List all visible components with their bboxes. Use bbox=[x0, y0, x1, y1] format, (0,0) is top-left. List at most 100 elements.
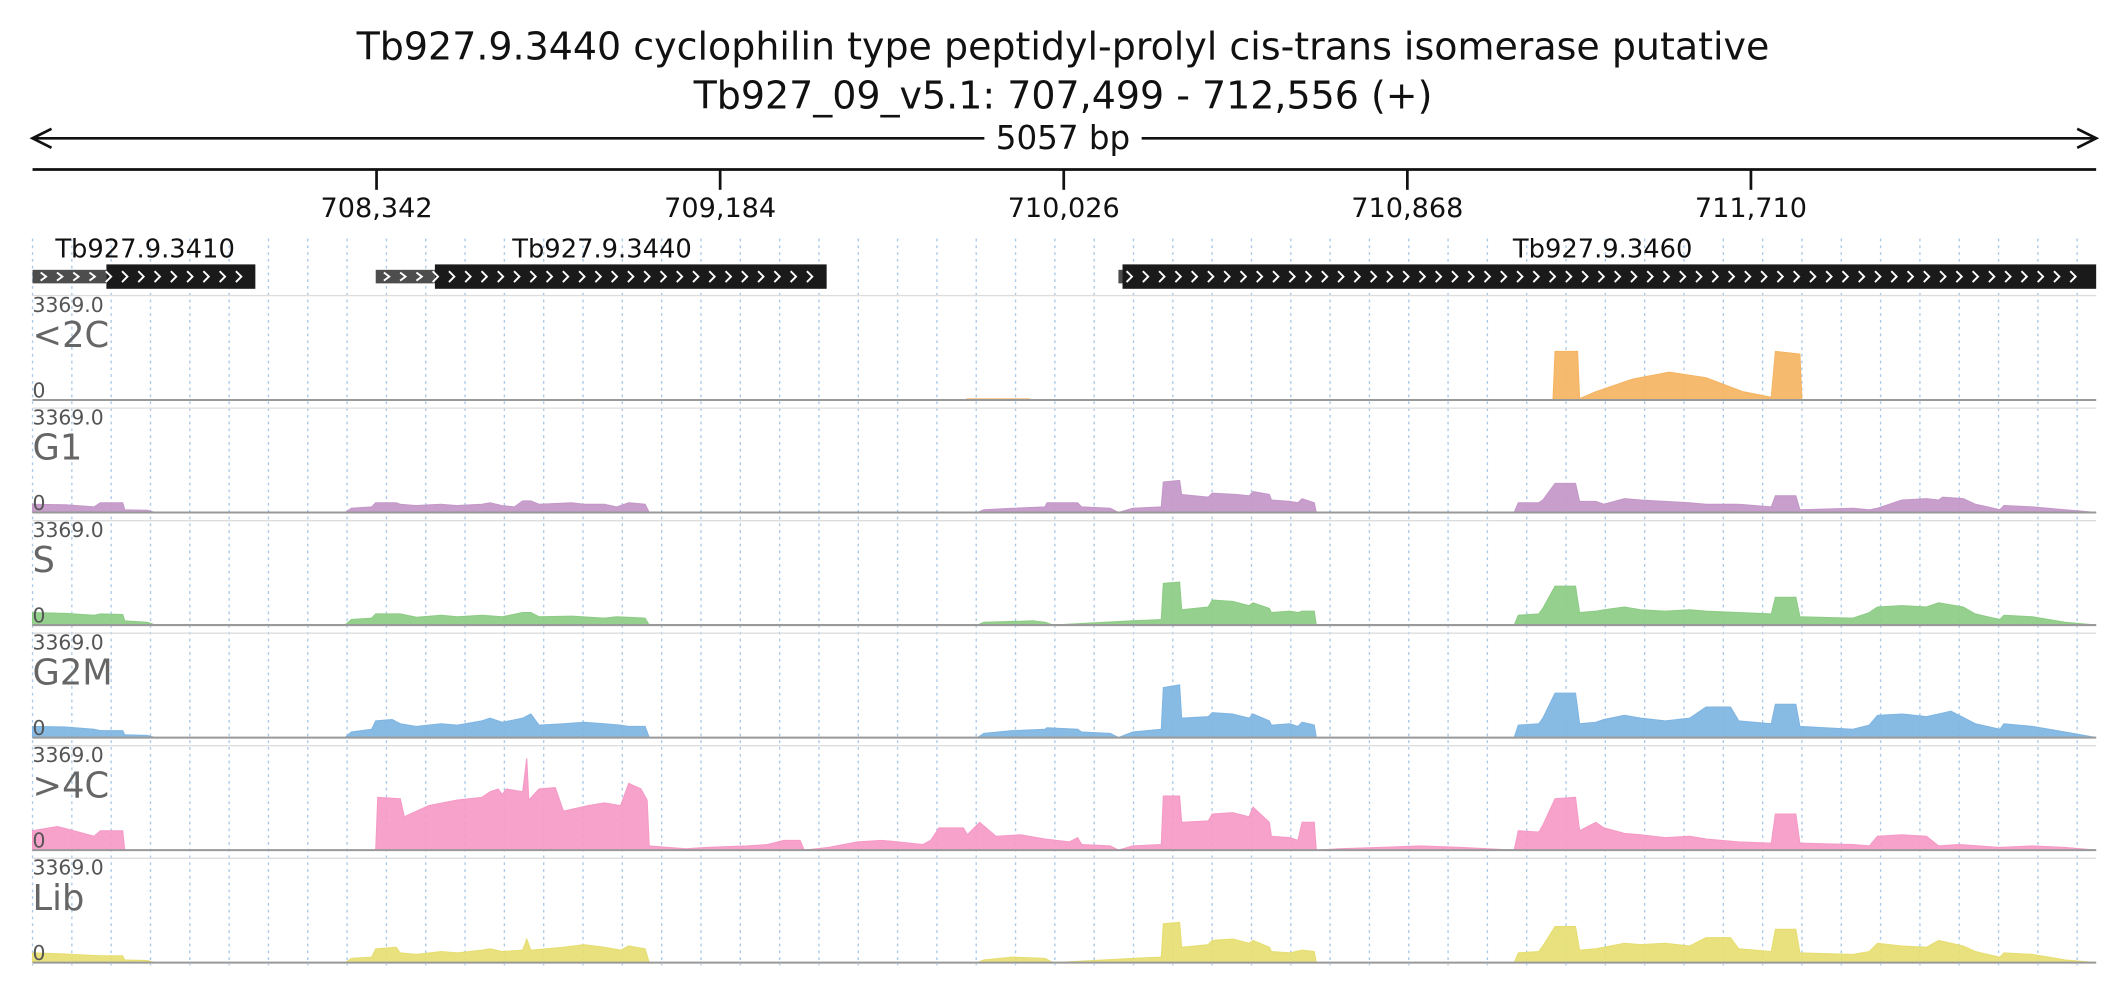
x-tick-label: 708,342 bbox=[320, 193, 432, 224]
span-indicator: 5057 bp bbox=[29, 119, 2100, 157]
strand-chevron-icon bbox=[1630, 270, 1638, 283]
strand-chevron-icon bbox=[1711, 270, 1720, 283]
track-max-label: 3369.0 bbox=[33, 405, 104, 429]
track-name-label: >4C bbox=[33, 765, 110, 806]
chart-subtitle: Tb927_09_v5.1: 707,499 - 712,556 (+) bbox=[693, 73, 1433, 117]
strand-chevron-icon bbox=[773, 270, 782, 283]
track-max-label: 3369.0 bbox=[33, 856, 104, 880]
strand-chevron-icon bbox=[1369, 270, 1378, 283]
strand-chevron-icon bbox=[2004, 270, 2012, 283]
strand-chevron-icon bbox=[1923, 270, 1931, 283]
strand-chevron-icon bbox=[676, 270, 684, 283]
strand-chevron-icon bbox=[432, 270, 440, 283]
strand-chevron-icon bbox=[708, 270, 717, 283]
coverage-area bbox=[31, 921, 2097, 964]
strand-chevron-icon bbox=[562, 270, 570, 283]
strand-chevron-icon bbox=[1988, 270, 1996, 283]
coverage-area bbox=[31, 581, 2097, 626]
strand-chevron-icon bbox=[1125, 270, 1134, 283]
strand-chevron-icon bbox=[1532, 270, 1541, 283]
strand-chevron-icon bbox=[594, 270, 603, 283]
strand-chevron-icon bbox=[545, 270, 554, 283]
strand-chevron-icon bbox=[1288, 270, 1297, 283]
span-label: 5057 bp bbox=[996, 119, 1130, 157]
strand-chevron-icon bbox=[1483, 270, 1492, 283]
strand-chevron-icon bbox=[1955, 270, 1964, 283]
strand-chevron-icon bbox=[1321, 270, 1329, 283]
strand-chevron-icon bbox=[88, 271, 97, 282]
strand-chevron-icon bbox=[1207, 270, 1215, 283]
strand-chevron-icon bbox=[40, 271, 48, 282]
strand-chevron-icon bbox=[1679, 270, 1687, 283]
track-max-label: 3369.0 bbox=[33, 518, 104, 542]
strand-chevron-icon bbox=[1890, 270, 1899, 283]
track-name-label: Lib bbox=[33, 878, 85, 919]
track-zero-label: 0 bbox=[33, 716, 46, 740]
strand-chevron-icon bbox=[1939, 270, 1947, 283]
strand-chevron-icon bbox=[1695, 270, 1703, 283]
strand-chevron-icon bbox=[757, 270, 765, 283]
strand-chevron-icon bbox=[2037, 270, 2045, 283]
strand-chevron-icon bbox=[1809, 270, 1817, 283]
strand-chevron-icon bbox=[1858, 270, 1866, 283]
x-axis: 708,342 709,184 710,026 710,868 711,710 bbox=[32, 168, 2097, 224]
strand-chevron-icon bbox=[480, 270, 489, 283]
track-zero-label: 0 bbox=[33, 941, 46, 965]
strand-chevron-icon bbox=[1971, 270, 1980, 283]
strand-chevron-icon bbox=[627, 270, 635, 283]
gene-label: Tb927.9.3440 bbox=[511, 235, 692, 265]
track-name-label: S bbox=[33, 540, 55, 581]
strand-chevron-icon bbox=[1614, 270, 1622, 283]
gene-track: Tb927.9.3410 Tb927.9.3440 Tb927.9.3460 bbox=[32, 235, 2097, 289]
strand-chevron-icon bbox=[105, 270, 113, 283]
strand-chevron-icon bbox=[692, 270, 700, 283]
track-zero-label: 0 bbox=[33, 603, 46, 627]
coverage-area bbox=[32, 350, 2097, 401]
gene-label: Tb927.9.3460 bbox=[1512, 235, 1693, 265]
strand-chevron-icon bbox=[1239, 270, 1248, 283]
strand-chevron-icon bbox=[1874, 270, 1882, 283]
strand-chevron-icon bbox=[1435, 270, 1443, 283]
strand-chevron-icon bbox=[610, 270, 619, 283]
strand-chevron-icon bbox=[399, 271, 408, 282]
coverage-track: 3369.0G1 0 bbox=[31, 405, 2097, 515]
strand-chevron-icon bbox=[1581, 270, 1589, 283]
strand-chevron-icon bbox=[1841, 270, 1850, 283]
strand-chevron-icon bbox=[2053, 270, 2061, 283]
strand-chevron-icon bbox=[218, 270, 227, 283]
strand-chevron-icon bbox=[578, 270, 586, 283]
track-zero-label: 0 bbox=[33, 378, 46, 402]
chart-title: Tb927.9.3440 cyclophilin type peptidyl-p… bbox=[356, 25, 1770, 69]
strand-chevron-icon bbox=[741, 270, 749, 283]
strand-chevron-icon bbox=[1190, 270, 1199, 283]
track-name-label: <2C bbox=[33, 315, 110, 356]
strand-chevron-icon bbox=[1158, 270, 1166, 283]
gene-utr bbox=[1118, 269, 1123, 284]
strand-chevron-icon bbox=[529, 270, 538, 283]
strand-chevron-icon bbox=[56, 271, 64, 282]
strand-chevron-icon bbox=[1418, 270, 1427, 283]
strand-chevron-icon bbox=[1272, 270, 1280, 283]
strand-chevron-icon bbox=[202, 270, 211, 283]
strand-chevron-icon bbox=[1662, 270, 1671, 283]
strand-chevron-icon bbox=[789, 270, 798, 283]
gene-cds bbox=[1122, 264, 2097, 289]
strand-chevron-icon bbox=[464, 270, 472, 283]
strand-chevron-icon bbox=[1386, 270, 1394, 283]
strand-chevron-icon bbox=[1727, 270, 1736, 283]
span-arrow-right-icon bbox=[2076, 127, 2100, 150]
strand-chevron-icon bbox=[1223, 270, 1231, 283]
gene-model: Tb927.9.3440 bbox=[375, 235, 827, 289]
strand-chevron-icon bbox=[1337, 270, 1345, 283]
strand-chevron-icon bbox=[1906, 270, 1915, 283]
track-name-label: G2M bbox=[33, 653, 113, 694]
strand-chevron-icon bbox=[121, 270, 129, 283]
strand-chevron-icon bbox=[1451, 270, 1459, 283]
strand-chevron-icon bbox=[1825, 270, 1833, 283]
strand-chevron-icon bbox=[448, 270, 456, 283]
strand-chevron-icon bbox=[806, 270, 814, 283]
strand-chevron-icon bbox=[497, 270, 505, 283]
